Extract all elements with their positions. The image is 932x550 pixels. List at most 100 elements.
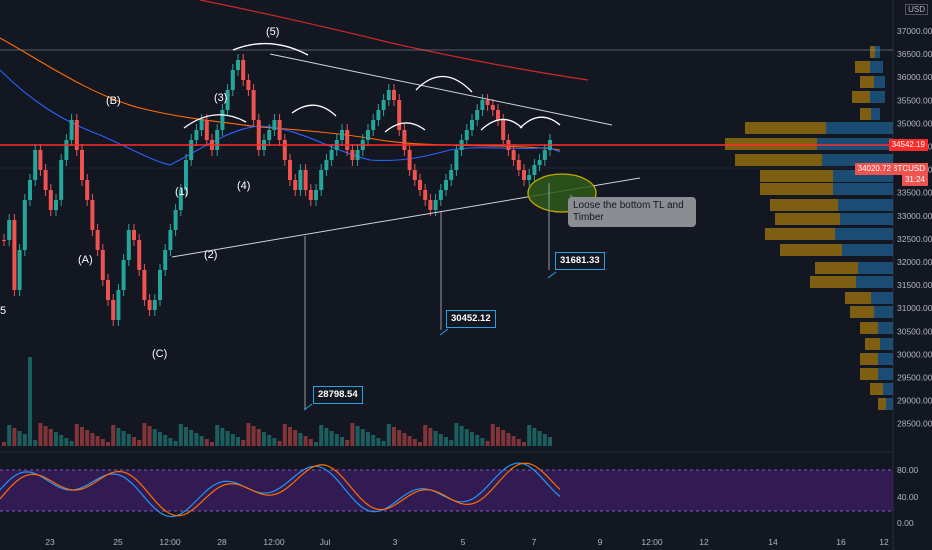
candle-body xyxy=(480,100,485,110)
wave-label-3: (3) xyxy=(214,92,227,104)
volume-bar xyxy=(324,428,329,446)
candle-body xyxy=(100,250,105,280)
volume-bar xyxy=(376,438,381,446)
volume-bar xyxy=(28,357,32,446)
volume-bar xyxy=(215,425,220,446)
volume-bar xyxy=(490,424,495,446)
volume-profile-bar xyxy=(878,368,893,380)
price-axis-label: 32500.00 xyxy=(897,234,932,244)
volume-bar xyxy=(199,436,204,446)
volume-bar xyxy=(475,435,480,446)
candle-body xyxy=(12,220,17,290)
wave-label-5-left: 5 xyxy=(0,305,6,317)
volume-bar xyxy=(85,430,90,446)
volume-bar xyxy=(527,425,532,446)
time-axis-label: 3 xyxy=(393,537,398,547)
volume-bar xyxy=(537,431,542,446)
candle-body xyxy=(303,170,308,190)
volume-bar xyxy=(392,427,396,446)
candle-body xyxy=(522,170,526,180)
candle-body xyxy=(90,200,95,230)
candle-body xyxy=(298,170,303,190)
volume-bar xyxy=(334,434,339,446)
price-axis-label: 32000.00 xyxy=(897,257,932,267)
price-axis-label: 33000.00 xyxy=(897,211,932,221)
volume-bar xyxy=(80,427,84,446)
annotation-callout: Loose the bottom TL and Timber xyxy=(568,197,696,227)
volume-bar xyxy=(501,430,506,446)
price-axis-label: 36500.00 xyxy=(897,49,932,59)
ma-orange-line xyxy=(0,37,561,151)
candle-body xyxy=(340,130,344,140)
candle-body xyxy=(230,70,235,90)
volume-bar xyxy=(100,439,105,446)
wave-label-2: (2) xyxy=(204,249,217,261)
volume-bar xyxy=(59,435,64,446)
candle-body xyxy=(69,120,74,140)
volume-bar xyxy=(210,442,214,446)
volume-profile-bar xyxy=(870,46,875,58)
volume-bar xyxy=(2,442,6,446)
candle-body xyxy=(329,150,334,160)
candle-body xyxy=(111,300,116,320)
volume-profile-bar xyxy=(815,262,858,274)
volume-profile-bar xyxy=(865,338,880,350)
candle-body xyxy=(355,150,360,160)
volume-bar xyxy=(496,427,500,446)
volume-bar xyxy=(548,437,552,446)
time-axis-label: 12:00 xyxy=(263,537,285,547)
candle-body xyxy=(178,190,183,210)
candle-body xyxy=(267,130,272,140)
currency-tag: USD xyxy=(905,4,928,15)
candle-body xyxy=(43,170,48,190)
candle-body xyxy=(48,190,53,210)
volume-bar xyxy=(329,431,334,446)
volume-profile-bar xyxy=(826,122,893,134)
volume-bar xyxy=(371,435,376,446)
time-axis[interactable]: 23 25 12:00 28 12:00 Jul 3 5 7 9 12:00 12 14 16 12 xyxy=(45,537,889,547)
candle-body xyxy=(397,100,402,130)
candle-body xyxy=(80,150,84,180)
volume-bar xyxy=(256,429,261,446)
volume-bar xyxy=(438,434,443,446)
volume-profile-bar xyxy=(870,91,885,103)
candle-body xyxy=(366,130,370,140)
volume-bar xyxy=(418,442,422,446)
candle-body xyxy=(532,165,537,175)
volume-profile-bar xyxy=(840,213,893,225)
candle-body xyxy=(246,80,251,90)
candle-body xyxy=(7,220,12,240)
candle-body xyxy=(215,130,220,150)
volume-bar xyxy=(189,430,194,446)
time-axis-label: 9 xyxy=(598,537,603,547)
wave-label-4: (4) xyxy=(237,180,250,192)
price-axis-label: 31500.00 xyxy=(897,280,932,290)
volume-profile-bar xyxy=(860,368,878,380)
volume-bar xyxy=(298,433,303,446)
target-31681: 31681.33 xyxy=(555,252,605,270)
candle-body xyxy=(116,290,121,320)
volume-profile-bar xyxy=(860,353,878,365)
volume-profile-bar xyxy=(835,228,893,240)
candles xyxy=(2,54,552,326)
candle-body xyxy=(350,150,355,160)
candle-body xyxy=(433,200,438,210)
volume-bars xyxy=(2,357,552,446)
candle-body xyxy=(412,170,417,180)
volume-bar xyxy=(355,426,360,446)
volume-bar xyxy=(64,438,69,446)
volume-bar xyxy=(423,425,428,446)
volume-bar xyxy=(262,432,266,446)
volume-profile-bar xyxy=(760,170,833,182)
volume-profile-bar xyxy=(760,183,833,195)
candle-body xyxy=(511,150,516,160)
time-axis-label: 28 xyxy=(217,537,227,547)
volume-bar xyxy=(314,442,318,446)
volume-bar xyxy=(22,434,27,446)
volume-profile-bar xyxy=(871,292,893,304)
candle-body xyxy=(33,150,38,180)
price-axis[interactable]: 37000.00 36500.00 36000.00 35500.00 35000.00… xyxy=(897,26,932,429)
volume-bar xyxy=(95,436,100,446)
volume-bar xyxy=(480,438,485,446)
